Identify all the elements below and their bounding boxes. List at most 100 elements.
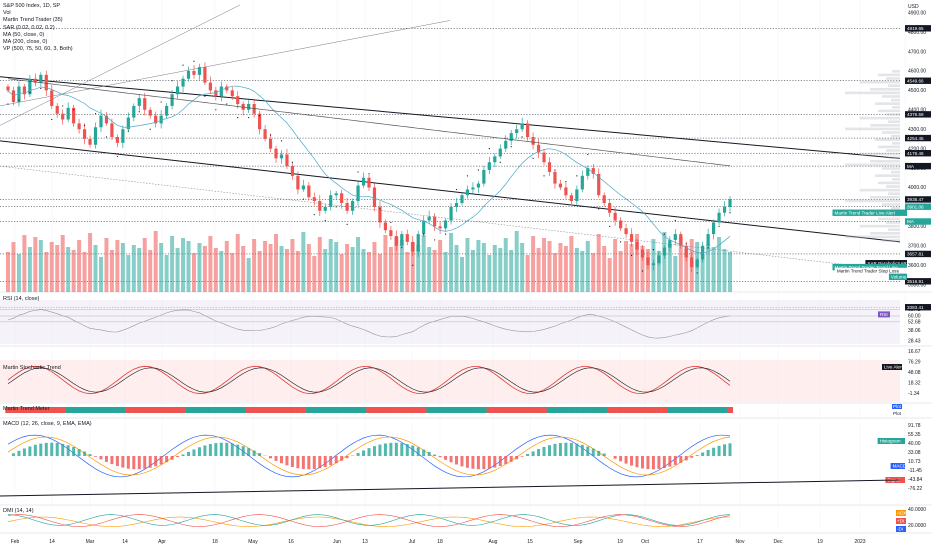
candle[interactable] — [471, 187, 475, 190]
trend-line[interactable] — [0, 140, 901, 243]
candle[interactable] — [531, 136, 535, 145]
candle[interactable] — [99, 115, 103, 128]
candle[interactable] — [154, 115, 158, 124]
candle[interactable] — [389, 230, 393, 237]
candle[interactable] — [520, 123, 524, 130]
dmi-pane-label[interactable]: DMI (14, 14) — [3, 508, 34, 514]
candle[interactable] — [186, 70, 191, 79]
candle[interactable] — [329, 195, 333, 207]
candle[interactable] — [575, 189, 579, 202]
candle[interactable] — [143, 98, 147, 110]
macd-trend-line[interactable] — [0, 479, 901, 497]
candle[interactable] — [361, 177, 366, 186]
candle[interactable] — [126, 117, 130, 130]
candle[interactable] — [372, 187, 377, 207]
candle[interactable] — [318, 201, 322, 211]
candle[interactable] — [711, 222, 716, 235]
legend-sar[interactable]: SAR (0.02, 0.02, 0.2) — [3, 24, 55, 31]
candle[interactable] — [640, 249, 645, 258]
candle[interactable] — [208, 82, 212, 91]
candle[interactable] — [219, 86, 223, 97]
candle[interactable] — [121, 129, 125, 143]
candle[interactable] — [526, 123, 530, 137]
candle[interactable] — [55, 105, 59, 114]
candle[interactable] — [564, 187, 568, 196]
candle[interactable] — [323, 206, 327, 211]
candle[interactable] — [515, 129, 519, 134]
candle[interactable] — [662, 247, 666, 256]
candle[interactable] — [465, 189, 470, 196]
candle[interactable] — [350, 201, 355, 211]
legend-vp[interactable]: VP (500, 75, 50, 60, 3, Both) — [3, 46, 73, 53]
trend-meter-pane-label[interactable]: Martin Trend Meter — [3, 406, 50, 412]
candle[interactable] — [263, 129, 267, 139]
legend-title[interactable]: S&P 500 Index, 1D, SP — [3, 3, 61, 9]
candle[interactable] — [274, 148, 278, 159]
macd-pane-label[interactable]: MACD (12, 26, close, 9, EMA, EMA) — [3, 421, 92, 427]
candle[interactable] — [547, 162, 552, 172]
candle[interactable] — [411, 241, 415, 252]
stoch-pane-label[interactable]: Martin Stochastic Trend — [3, 365, 61, 371]
candle[interactable] — [192, 70, 196, 75]
candle[interactable] — [203, 67, 207, 83]
candle[interactable] — [586, 168, 590, 176]
candle[interactable] — [558, 183, 563, 188]
legend-volume[interactable]: Vol — [3, 10, 11, 17]
candle[interactable] — [279, 154, 284, 159]
candle[interactable] — [115, 136, 119, 143]
candle[interactable] — [148, 109, 152, 116]
candle[interactable] — [591, 168, 595, 174]
candle[interactable] — [225, 86, 229, 91]
candlestick-series[interactable] — [6, 62, 732, 272]
candle[interactable] — [394, 236, 398, 246]
trend-line[interactable] — [0, 76, 901, 159]
candle[interactable] — [504, 140, 508, 149]
candle[interactable] — [405, 234, 409, 242]
candle[interactable] — [602, 195, 606, 204]
candle[interactable] — [553, 171, 557, 184]
candle[interactable] — [170, 94, 174, 106]
candle[interactable] — [247, 103, 251, 110]
candle[interactable] — [66, 107, 70, 120]
rsi-pane-label[interactable]: RSI (14, close) — [3, 296, 40, 302]
candle[interactable] — [61, 113, 65, 120]
candle[interactable] — [44, 74, 48, 91]
candle[interactable] — [77, 123, 81, 130]
candle[interactable] — [509, 133, 513, 141]
candle[interactable] — [657, 255, 661, 264]
candle[interactable] — [673, 234, 677, 240]
candle[interactable] — [629, 234, 634, 242]
candle[interactable] — [285, 154, 289, 167]
candle[interactable] — [378, 206, 382, 223]
candle[interactable] — [536, 144, 541, 153]
candle[interactable] — [454, 203, 459, 207]
candle[interactable] — [438, 226, 442, 229]
candle[interactable] — [416, 234, 420, 252]
candle[interactable] — [50, 90, 54, 106]
candle[interactable] — [668, 239, 672, 248]
candle[interactable] — [493, 156, 497, 163]
candle[interactable] — [460, 195, 464, 204]
candle[interactable] — [580, 175, 584, 190]
candle[interactable] — [88, 138, 92, 145]
candle[interactable] — [6, 86, 10, 91]
candle[interactable] — [684, 245, 688, 258]
candle[interactable] — [476, 183, 480, 188]
candle[interactable] — [312, 197, 316, 202]
candle[interactable] — [651, 263, 656, 266]
candle[interactable] — [482, 170, 486, 184]
candle[interactable] — [340, 193, 344, 204]
candle[interactable] — [197, 67, 202, 75]
candle[interactable] — [449, 206, 453, 221]
candle[interactable] — [22, 86, 27, 95]
candle[interactable] — [569, 195, 573, 202]
candle[interactable] — [301, 185, 305, 190]
candle[interactable] — [383, 222, 388, 231]
candle[interactable] — [137, 98, 141, 106]
candle[interactable] — [258, 113, 262, 130]
candle[interactable] — [334, 193, 338, 196]
candle[interactable] — [427, 216, 431, 221]
candle[interactable] — [345, 203, 349, 211]
